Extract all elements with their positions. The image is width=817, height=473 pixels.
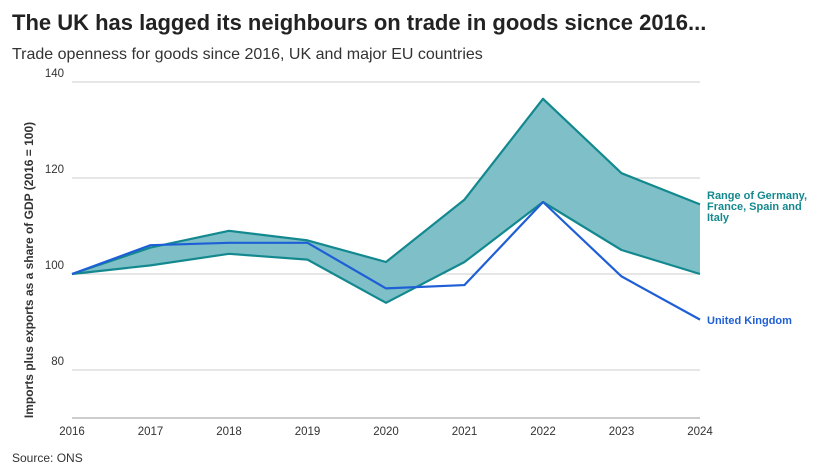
y-axis-label: Imports plus exports as a share of GDP (… [22, 122, 36, 418]
x-tick-label: 2021 [452, 426, 478, 438]
x-tick-label: 2019 [295, 426, 321, 438]
eu-range-label-line: France, Spain and [707, 201, 802, 213]
x-tick-label: 2018 [216, 426, 242, 438]
eu-range-label-line: Range of Germany, [707, 190, 807, 202]
chart-subtitle: Trade openness for goods since 2016, UK … [12, 46, 483, 63]
y-tick-label: 120 [45, 164, 64, 176]
x-tick-label: 2022 [530, 426, 556, 438]
y-tick-label: 80 [51, 356, 64, 368]
eu-range-band [72, 98, 700, 303]
y-tick-label: 140 [45, 68, 64, 80]
eu-range-label-line: Italy [707, 212, 730, 224]
x-tick-label: 2017 [138, 426, 164, 438]
x-tick-label: 2016 [59, 426, 85, 438]
y-axis-ticks: 80 100 120 140 [45, 68, 64, 368]
chart-title: The UK has lagged its neighbours on trad… [12, 10, 707, 35]
eu-range-upper-line [71, 97, 701, 276]
uk-series-label: United Kingdom [707, 315, 792, 327]
y-tick-label: 100 [45, 260, 64, 272]
x-axis-ticks: 2016 2017 2018 2019 2020 2021 2022 2023 2024 [59, 426, 713, 438]
eu-range-series-label: Range of Germany, France, Spain and Italy [707, 190, 807, 224]
source-note: Source: ONS [12, 451, 83, 465]
x-tick-label: 2020 [373, 426, 399, 438]
x-tick-label: 2024 [687, 426, 713, 438]
eu-range-lower-line [71, 200, 701, 304]
x-tick-label: 2023 [609, 426, 635, 438]
uk-series-line [71, 200, 701, 321]
